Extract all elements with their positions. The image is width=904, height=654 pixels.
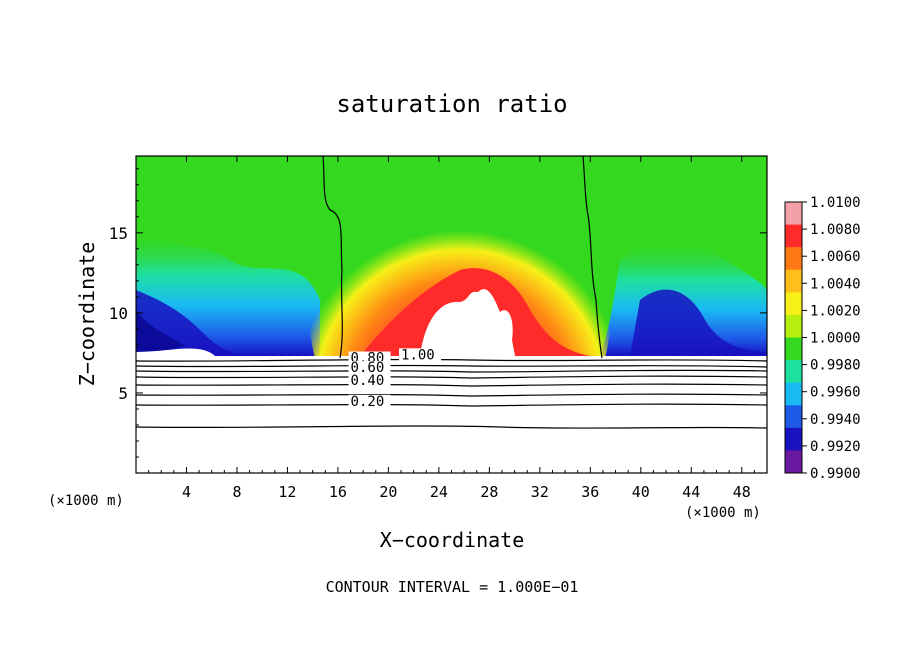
x-tick-label: 32	[531, 483, 549, 501]
colorbar: 1.0100 1.0080 1.0060 1.0040 1.0020 1.0000 0.99…	[784, 195, 861, 482]
colorbar-label: 0.9940	[810, 412, 861, 428]
x-tick-label: 12	[278, 483, 296, 501]
contour-lines	[135, 155, 768, 429]
y-axis-label: Z−coordinate	[75, 242, 99, 387]
x-tick-label: 28	[480, 483, 498, 501]
x-tick-label: 4	[182, 483, 191, 501]
y-tick-label: 10	[109, 304, 128, 323]
colorbar-swatch	[785, 292, 802, 316]
colorbar-swatch	[785, 224, 802, 248]
colorbar-swatch	[785, 269, 802, 293]
contour-label: 0.20	[351, 394, 385, 410]
contour-label: 0.60	[351, 360, 385, 376]
contour-line-0-20	[135, 403, 768, 407]
saturation-field	[136, 156, 767, 473]
x-tick-label: 36	[581, 483, 599, 501]
colorbar-label: 1.0040	[810, 276, 861, 292]
x-tick-label: 48	[733, 483, 751, 501]
x-axis: 4 8 12 16 20 24 28 32 36 40 44 48	[148, 156, 755, 501]
colorbar-label: 0.9920	[810, 439, 861, 455]
x-tick-label: 40	[632, 483, 650, 501]
colorbar-swatch	[785, 314, 802, 338]
contour-line-0-30	[135, 393, 768, 397]
y-axis: 5 10 15	[109, 168, 767, 458]
x-unit-left: (×1000 m)	[48, 493, 124, 509]
colorbar-swatch	[785, 202, 802, 226]
contour-line-1-00-right	[582, 155, 603, 359]
contour-line-1-00-left	[322, 155, 343, 359]
colorbar-swatch	[785, 450, 802, 474]
x-tick-label: 8	[232, 483, 241, 501]
colorbar-label: 0.9980	[810, 358, 861, 374]
contour-label-bg	[348, 361, 391, 375]
x-unit-right: (×1000 m)	[685, 505, 761, 521]
contour-line-0-70	[135, 364, 768, 368]
contour-line-0-60	[135, 369, 768, 373]
contour-label-bg	[348, 373, 391, 387]
contour-label-bg	[348, 394, 391, 408]
colorbar-swatch	[785, 427, 802, 451]
contour-line-0-80	[135, 358, 768, 362]
contour-labels: 1.000.800.600.400.20	[348, 347, 442, 410]
contour-line-0-10	[135, 425, 768, 429]
x-tick-label: 44	[682, 483, 700, 501]
colorbar-label: 1.0080	[810, 222, 861, 238]
contour-label: 0.40	[351, 373, 385, 389]
x-tick-label: 16	[329, 483, 347, 501]
contour-line-0-50	[135, 375, 768, 379]
colorbar-swatch	[785, 382, 802, 406]
colorbar-label: 1.0100	[810, 195, 861, 211]
colorbar-label: 1.0020	[810, 303, 861, 319]
colorbar-label: 0.9900	[810, 466, 861, 482]
colorbar-label: 1.0060	[810, 249, 861, 265]
colorbar-swatch	[785, 337, 802, 361]
colorbar-label: 1.0000	[810, 331, 861, 347]
contour-line-0-40	[135, 383, 768, 387]
colorbar-swatch	[785, 247, 802, 271]
colorbar-label: 0.9960	[810, 385, 861, 401]
x-tick-label: 20	[379, 483, 397, 501]
contour-interval-note: CONTOUR INTERVAL = 1.000E−01	[326, 578, 579, 596]
y-tick-label: 15	[109, 224, 128, 243]
colorbar-swatch	[785, 405, 802, 429]
colorbar-swatch	[785, 360, 802, 384]
contour-label: 1.00	[401, 347, 435, 363]
x-axis-label: X−coordinate	[380, 528, 525, 552]
x-tick-label: 24	[430, 483, 448, 501]
contour-label-bg	[399, 348, 442, 362]
y-tick-label: 5	[118, 384, 128, 403]
chart-title: saturation ratio	[336, 90, 567, 118]
